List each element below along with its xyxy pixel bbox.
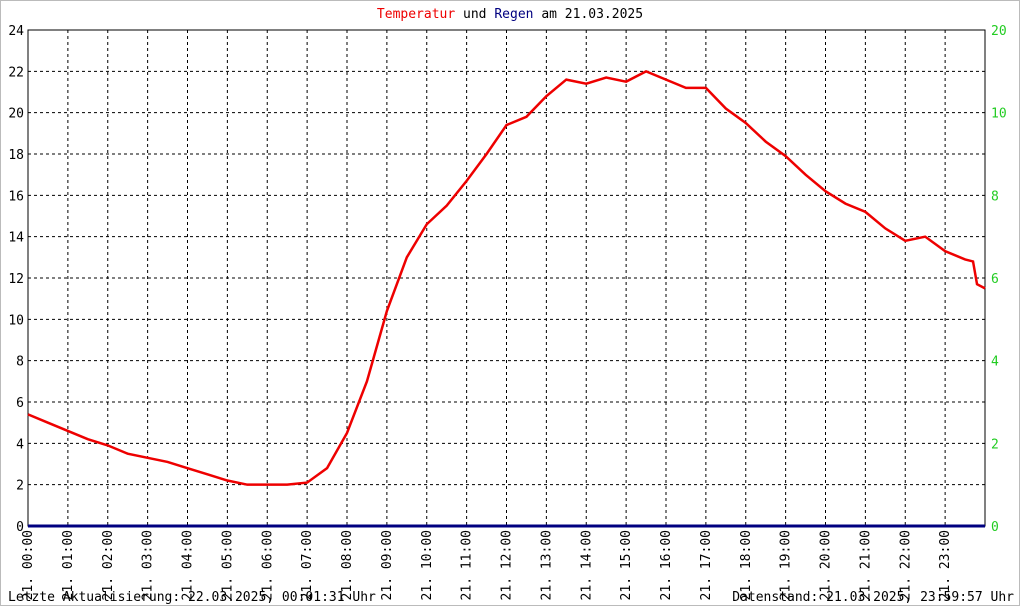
- y2-tick-label: 2: [991, 437, 999, 452]
- x-tick-label: 21. 17:00: [699, 530, 714, 600]
- x-tick-label: 21. 04:00: [181, 530, 196, 600]
- x-tick-label: 21. 20:00: [819, 530, 834, 600]
- y-tick-label: 0: [16, 520, 24, 535]
- y-tick-label: 10: [8, 313, 24, 328]
- x-tick-label: 21. 02:00: [101, 530, 116, 600]
- x-tick-label: 21. 03:00: [141, 530, 156, 600]
- y-tick-label: 2: [16, 479, 24, 494]
- y-tick-label: 16: [8, 189, 24, 204]
- x-tick-label: 21. 14:00: [579, 530, 594, 600]
- x-tick-label: 21. 15:00: [619, 530, 634, 600]
- x-tick-label: 21. 12:00: [500, 530, 515, 600]
- x-tick-label: 21. 00:00: [21, 530, 36, 600]
- x-tick-label: 21. 06:00: [260, 530, 275, 600]
- x-tick-label: 21. 23:00: [938, 530, 953, 600]
- x-tick-label: 21. 11:00: [460, 530, 475, 600]
- title-rain: Regen: [494, 7, 533, 22]
- y2-tick-label: 10: [991, 107, 1007, 122]
- x-tick-label: 21. 07:00: [300, 530, 315, 600]
- y2-tick-label: 4: [991, 355, 999, 370]
- y-tick-label: 14: [8, 231, 24, 246]
- y2-tick-label: 6: [991, 272, 999, 287]
- title-date: am 21.03.2025: [541, 7, 643, 22]
- footer-right: Datenstand: 21.03.2025, 23:59:57 Uhr: [732, 590, 1014, 605]
- y-tick-label: 4: [16, 437, 24, 452]
- title-temperature: Temperatur: [377, 7, 455, 22]
- footer-left: Letzte Aktualisierung: 22.03.2025, 00:01…: [8, 590, 376, 605]
- y2-tick-label: 0: [991, 520, 999, 535]
- y-tick-label: 8: [16, 355, 24, 370]
- y-tick-label: 18: [8, 148, 24, 163]
- x-tick-label: 21. 09:00: [380, 530, 395, 600]
- x-tick-label: 21. 08:00: [340, 530, 355, 600]
- y-tick-label: 6: [16, 396, 24, 411]
- x-tick-label: 21. 16:00: [659, 530, 674, 600]
- x-tick-label: 21. 18:00: [739, 530, 754, 600]
- y2-tick-label: 8: [991, 189, 999, 204]
- x-tick-label: 21. 13:00: [539, 530, 554, 600]
- y-tick-label: 24: [8, 24, 24, 39]
- series-line: [27, 69, 986, 486]
- title-and: und: [463, 7, 486, 22]
- x-tick-label: 21. 01:00: [61, 530, 76, 600]
- y-tick-label: 22: [8, 65, 24, 80]
- y-tick-label: 20: [8, 107, 24, 122]
- x-tick-label: 21. 19:00: [779, 530, 794, 600]
- x-tick-label: 21. 10:00: [420, 530, 435, 600]
- y2-tick-label: 20: [991, 24, 1007, 39]
- chart-title: Temperatur und Regen am 21.03.2025: [377, 7, 643, 22]
- x-tick-label: 21. 05:00: [220, 530, 235, 600]
- y-tick-label: 12: [8, 272, 24, 287]
- x-tick-label: 21. 21:00: [858, 530, 873, 600]
- x-tick-label: 21. 22:00: [898, 530, 913, 600]
